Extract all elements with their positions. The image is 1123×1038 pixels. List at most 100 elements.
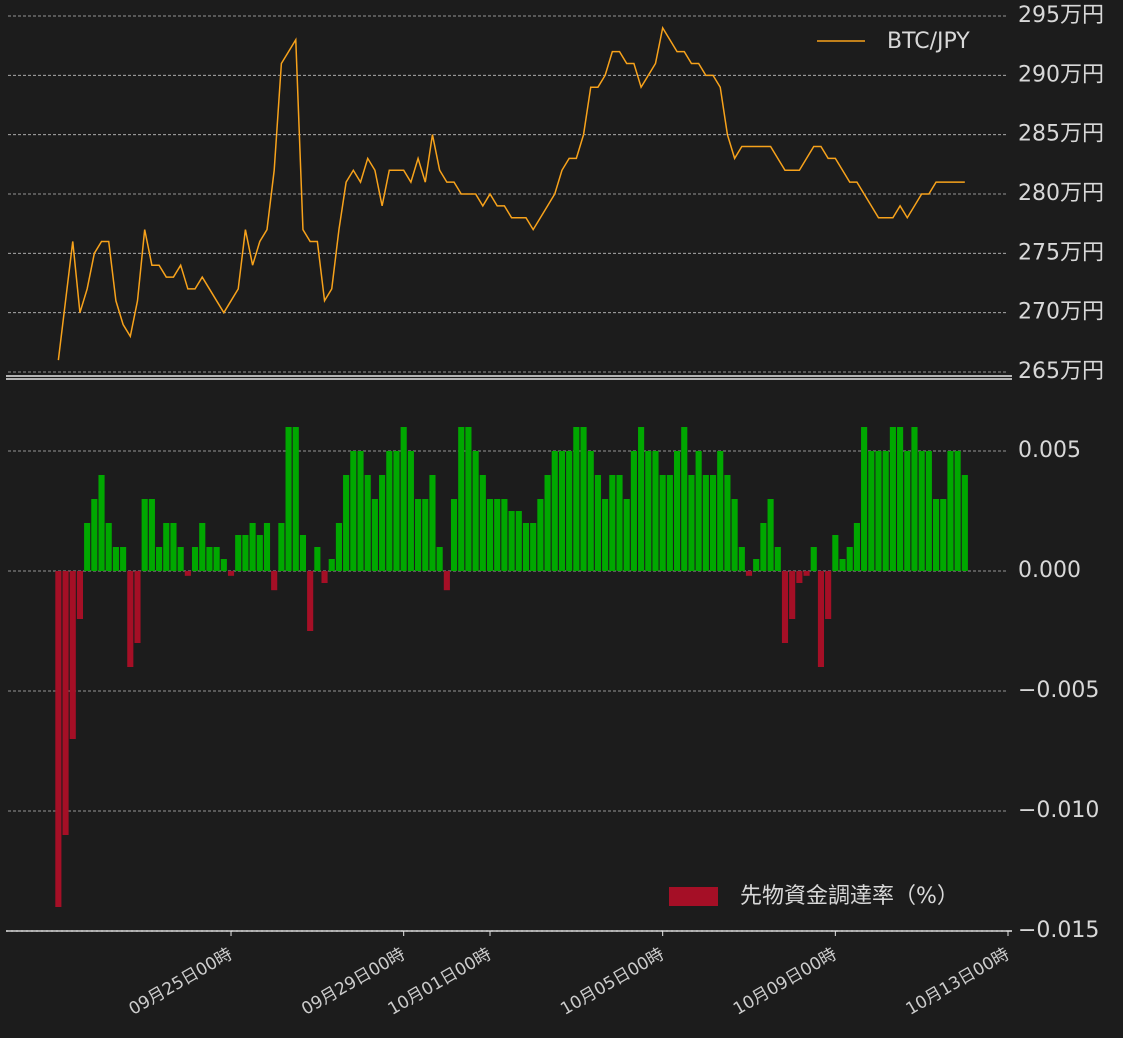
bar [393,451,400,571]
bar [76,571,83,619]
bar [199,523,206,571]
bar [789,571,796,619]
bar [832,535,839,571]
y-tick-label: 0.000 [1018,558,1081,583]
bar [674,451,681,571]
bar [767,499,774,571]
bar [278,523,285,571]
bar [55,571,62,907]
bar [688,475,695,571]
bar [472,451,479,571]
bar [602,499,609,571]
y-tick-label: 295万円 [1018,3,1104,28]
bar [220,559,227,571]
bar [875,451,882,571]
bar [69,571,76,739]
bar [486,499,494,571]
bar [148,499,155,571]
bar [263,523,271,571]
bar [803,571,810,576]
y-tick-label: 275万円 [1018,240,1104,265]
bar [652,451,659,571]
bar [594,475,601,571]
bar [897,427,904,571]
bar [530,523,537,571]
bar [285,427,292,571]
y-tick-label: −0.005 [1018,678,1099,703]
bar [889,427,896,571]
bar [566,451,573,571]
bar [925,451,932,571]
bar [271,571,278,591]
bar [213,547,220,571]
bar [868,451,875,571]
bar [609,475,616,571]
bar [630,451,637,571]
bar [904,451,911,571]
bar [839,559,846,571]
bar [508,511,515,571]
bar [861,427,868,571]
bar [364,475,371,571]
bar [544,475,551,571]
bar [227,571,235,576]
bar [947,451,954,571]
bar [522,523,530,571]
legend-label: 先物資金調達率（%） [740,884,959,909]
bar [371,499,378,571]
bar [760,523,767,571]
bar [573,427,580,571]
bar [745,571,753,576]
bar [105,523,112,571]
bar [307,571,314,631]
bar [407,451,414,571]
bar [400,427,407,571]
bar [537,499,544,571]
bar [458,427,465,571]
bar [717,451,724,571]
bar [954,451,961,571]
y-tick-label: 0.005 [1018,438,1081,463]
bar [91,499,98,571]
bar [98,475,105,571]
bar [62,571,69,835]
bar [479,475,486,571]
bar [501,499,508,571]
bar [695,451,702,571]
bar [343,475,350,571]
bar [587,451,594,571]
bar [918,451,925,571]
bar [84,523,91,571]
bar [846,547,853,571]
bar [666,475,673,571]
bar [623,499,630,571]
bar [415,499,422,571]
bar [120,547,127,571]
bar [774,547,781,571]
bar [450,499,458,571]
bar [645,451,652,571]
bar [112,547,119,571]
bar [558,451,566,571]
bar [738,547,745,571]
bar [191,547,199,571]
bar [659,475,666,571]
bar [709,475,717,571]
bar [328,559,335,571]
bar [825,571,832,619]
bar [465,427,472,571]
bar [163,523,170,571]
y-tick-label: −0.010 [1018,798,1099,823]
y-tick-label: 270万円 [1018,300,1104,325]
bar [357,451,364,571]
bar [429,475,436,571]
bar [206,547,213,571]
bar [235,535,242,571]
bar [184,571,191,576]
bar [350,451,357,571]
bar [292,427,299,571]
bar [177,547,184,571]
bar [781,571,789,643]
bar [638,427,645,571]
